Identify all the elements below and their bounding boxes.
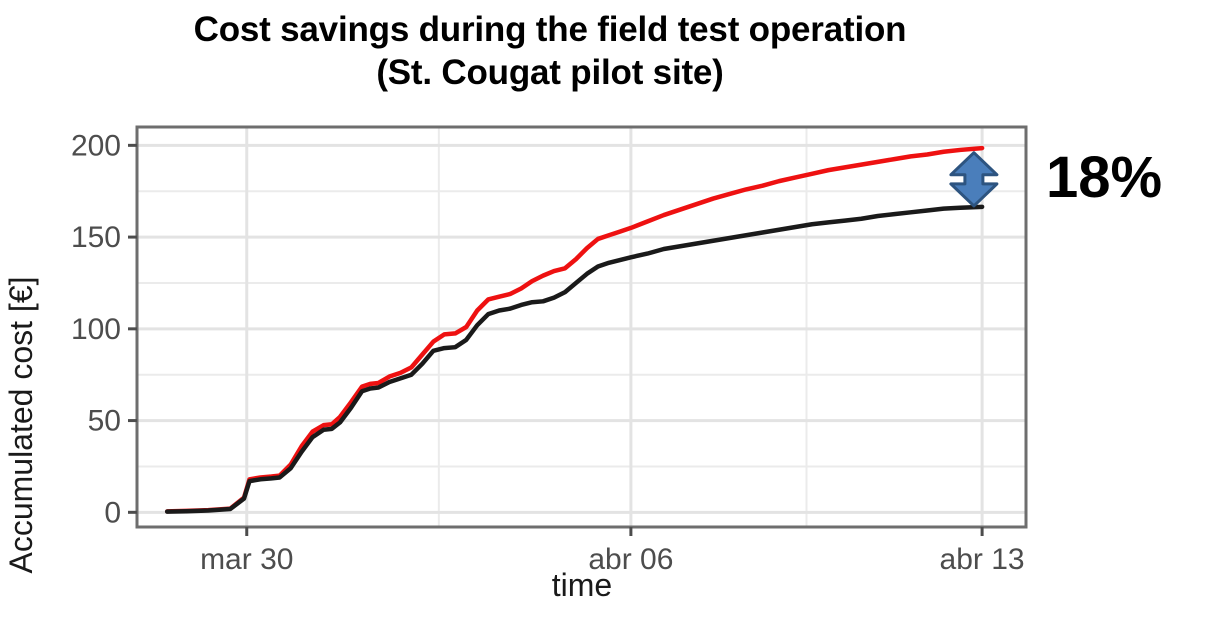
y-axis-title: Accumulated cost [€] bbox=[3, 276, 39, 573]
savings-percent-label: 18% bbox=[1046, 145, 1163, 210]
page-title-line-2: (St. Cougat pilot site) bbox=[376, 53, 724, 92]
x-tick-label: abr 13 bbox=[940, 543, 1025, 576]
x-axis-title: time bbox=[552, 567, 612, 603]
y-tick-label: 200 bbox=[71, 129, 121, 162]
chart-svg: 0 50 100 150 200 mar 30 abr 06 abr 13 Accumula… bbox=[3, 125, 1028, 603]
y-tick-label: 50 bbox=[88, 405, 121, 438]
data-series-group bbox=[164, 145, 985, 514]
minor-gridlines bbox=[137, 127, 1026, 527]
x-axis-ticks: mar 30 abr 06 abr 13 bbox=[200, 527, 1025, 576]
y-tick-label: 150 bbox=[71, 221, 121, 254]
y-tick-label: 0 bbox=[104, 496, 121, 529]
chart-annotation-arrow bbox=[949, 151, 999, 208]
plot-panel-border bbox=[135, 125, 1028, 529]
page-title-line-1: Cost savings during the field test opera… bbox=[193, 10, 907, 49]
series-line-baseline-cost bbox=[164, 145, 985, 514]
page-title: Cost savings during the field test opera… bbox=[0, 8, 1100, 94]
series-line-optimized-cost bbox=[164, 204, 985, 514]
y-axis-ticks: 0 50 100 150 200 bbox=[71, 129, 137, 529]
x-tick-label: mar 30 bbox=[200, 543, 293, 576]
plot-panel-background bbox=[137, 127, 1026, 527]
x-tick-label: abr 06 bbox=[588, 543, 673, 576]
line-chart: 0 50 100 150 200 mar 30 abr 06 abr 13 Accumula… bbox=[0, 100, 1040, 621]
double-headed-vertical-arrow-icon bbox=[949, 151, 999, 208]
major-gridlines bbox=[137, 127, 1026, 527]
y-tick-label: 100 bbox=[71, 313, 121, 346]
